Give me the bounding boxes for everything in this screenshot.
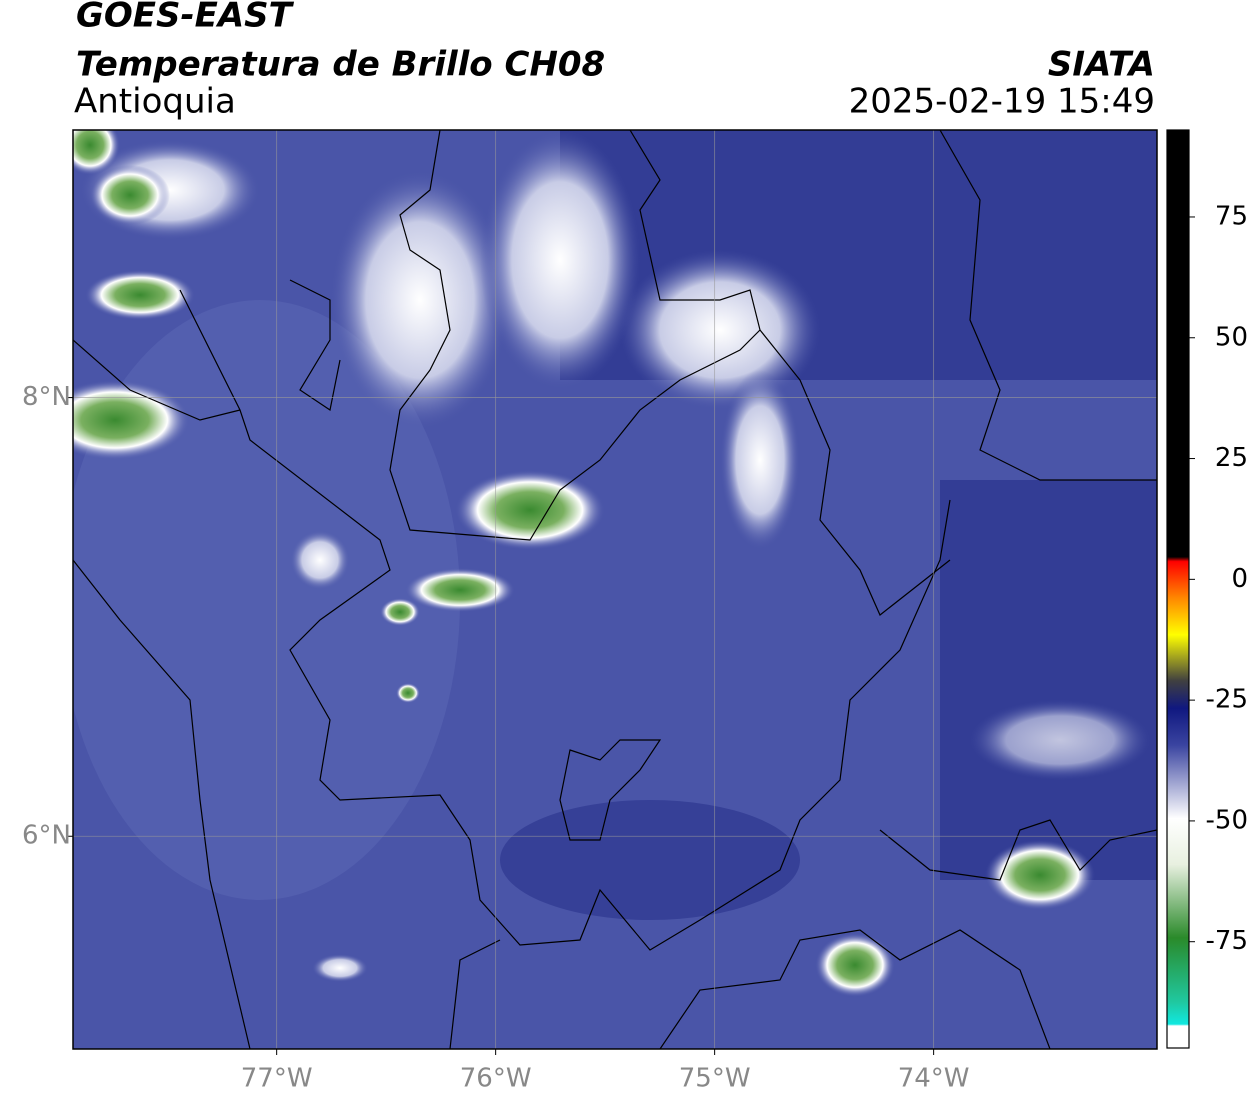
colorbar-tick-label: 0 [1231,564,1248,594]
lon-tick-label: 77°W [241,1064,313,1094]
datetime: 2025-02-19 15:49 [849,82,1155,122]
lon-tick-label: 75°W [679,1064,751,1094]
lon-tick-label: 74°W [898,1064,970,1094]
colorbar-tick-label: -50 [1206,805,1248,835]
map-image [73,130,1157,1049]
colorbar [1166,129,1190,1049]
colorbar-tick-label: -25 [1206,685,1248,715]
colorbar-tick-label: -75 [1206,926,1248,956]
region: Antioquia [74,82,236,122]
lat-tick-label: 6°N [22,821,71,851]
title: GOES-EAST [76,0,295,36]
lon-tick-label: 76°W [460,1064,532,1094]
colorbar-tick-label: 50 [1215,322,1248,352]
lat-tick-label: 8°N [22,382,71,412]
colorbar-tick-label: 75 [1215,201,1248,231]
graticule [73,130,1157,1049]
source: SIATA [1048,45,1155,85]
map-frame [72,129,1158,1050]
subtitle: Temperatura de Brillo CH08 [76,45,605,85]
colorbar-tick-label: 25 [1215,443,1248,473]
